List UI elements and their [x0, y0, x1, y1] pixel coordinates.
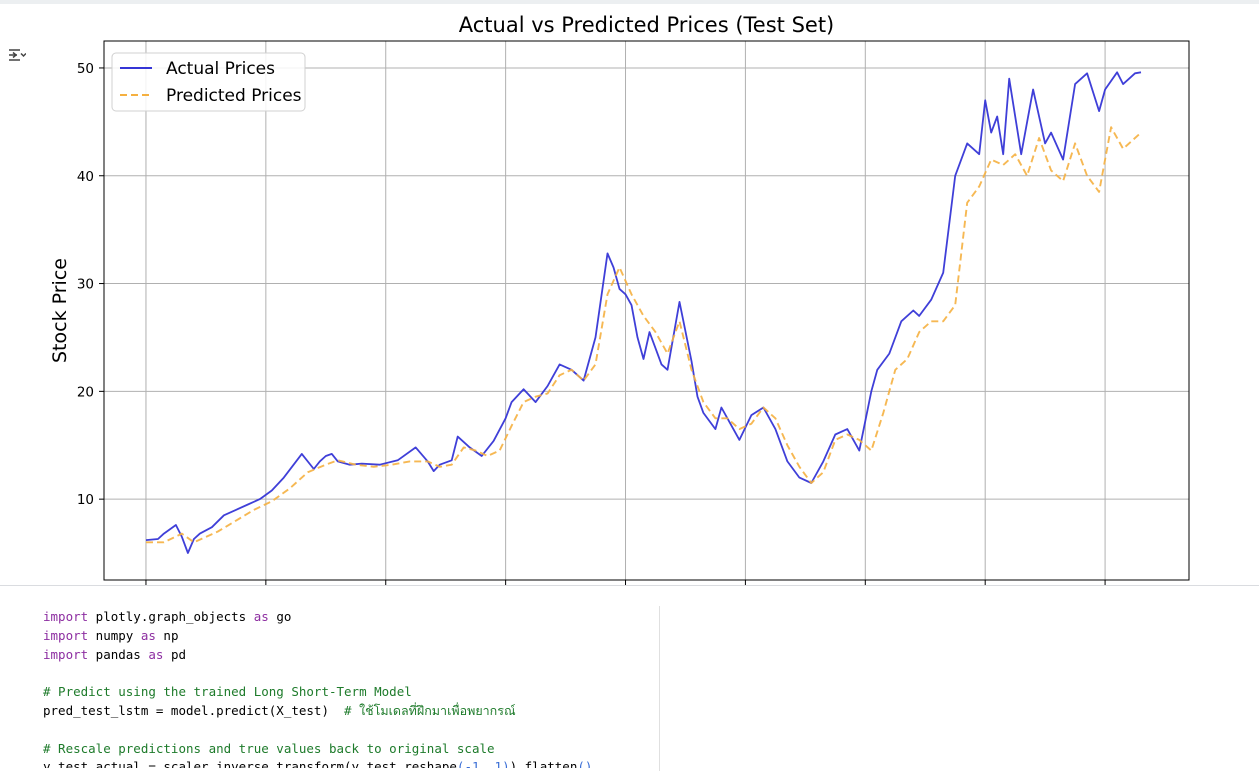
code-token: # Predict using the trained Long Short-T…	[43, 684, 412, 700]
code-cell[interactable]: import plotly.graph_objects as go import …	[0, 586, 1259, 771]
code-token: ()	[577, 759, 593, 768]
output-cell: Actual vs Predicted Prices (Test Set) 10 2…	[0, 4, 1259, 585]
y-axis-label: Stock Price	[49, 258, 71, 363]
code-token: import	[43, 627, 89, 643]
code-line: pred_test_lstm = model.predict(X_test) #…	[43, 702, 655, 721]
legend-label-actual: Actual Prices	[166, 59, 275, 79]
predicted-prices-line	[146, 126, 1142, 544]
code-line: y_test_actual = scaler.inverse_transform…	[43, 758, 655, 768]
code-token: y_test_actual = scaler.inverse_transform…	[43, 759, 457, 768]
code-token: ).flatten	[509, 759, 578, 768]
code-token: pd	[163, 646, 187, 662]
code-line: import pandas as pd	[43, 646, 655, 665]
legend-label-predicted: Predicted Prices	[166, 86, 302, 106]
chart-title: Actual vs Predicted Prices (Test Set)	[459, 13, 835, 37]
code-token: as	[148, 646, 164, 662]
y-tick-label: 30	[77, 277, 94, 293]
code-line	[43, 721, 655, 740]
plot-frame	[103, 40, 1190, 581]
code-token: pandas	[88, 646, 149, 662]
code-token: pred_test_lstm = model.predict(X_test)	[43, 702, 345, 718]
code-token: # Rescale predictions and true values ba…	[43, 740, 495, 756]
price-chart: Actual vs Predicted Prices (Test Set) 10 2…	[49, 13, 1190, 585]
output-toggle-icon[interactable]	[6, 44, 28, 66]
y-tick-label: 20	[77, 384, 94, 400]
code-token: # ใช้โมเดลที่ฝึกมาเพื่อพยากรณ์	[344, 702, 516, 718]
code-line: import numpy as np	[43, 627, 655, 646]
y-tick-label: 50	[77, 61, 94, 77]
code-ruler	[659, 606, 660, 771]
code-line: # Rescale predictions and true values ba…	[43, 740, 655, 759]
y-tick-label: 10	[77, 492, 94, 508]
code-token: (-1, 1)	[456, 759, 510, 768]
code-token: import	[43, 646, 89, 662]
code-token: go	[268, 609, 292, 624]
code-token: as	[253, 609, 269, 624]
code-line: import plotly.graph_objects as go	[43, 608, 655, 627]
y-tick-label: 40	[77, 169, 94, 185]
code-line: # Predict using the trained Long Short-T…	[43, 683, 655, 702]
code-line	[43, 664, 655, 683]
code-token: import	[43, 609, 89, 624]
code-editor[interactable]: import plotly.graph_objects as go import …	[43, 608, 655, 768]
code-token: plotly.graph_objects	[88, 609, 254, 624]
legend-box	[111, 52, 306, 112]
top-strip	[0, 0, 1259, 4]
code-token: np	[155, 627, 179, 643]
code-token: numpy	[88, 627, 141, 643]
code-token: as	[140, 627, 156, 643]
cell-divider	[0, 585, 1259, 586]
actual-prices-line	[145, 71, 1142, 554]
